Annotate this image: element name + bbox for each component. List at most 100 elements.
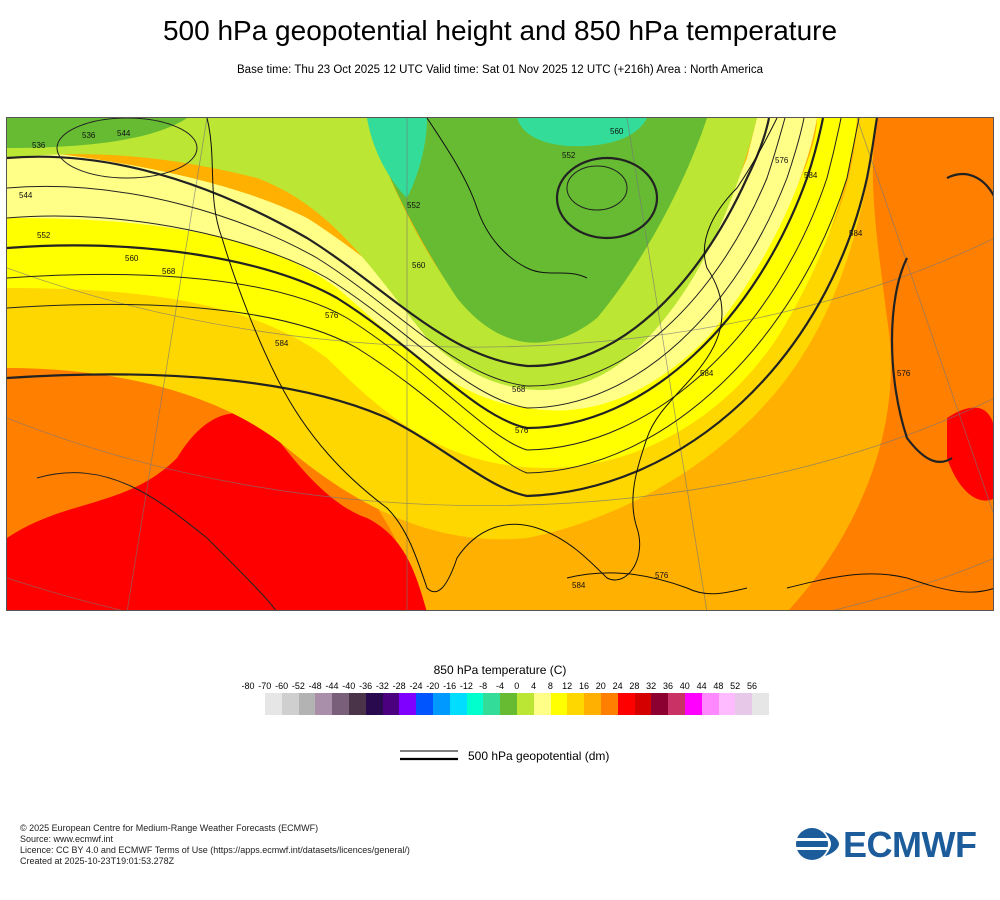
credits-block: © 2025 European Centre for Medium-Range …	[20, 823, 410, 867]
colorbar-tick-label: 56	[746, 681, 758, 691]
temperature-field-teal-north	[517, 118, 647, 147]
colorbar-swatch	[298, 693, 316, 715]
contour-line-sample	[400, 750, 458, 761]
colorbar-tick-label: -40	[342, 681, 356, 691]
contour-label: 552	[562, 151, 576, 160]
colorbar-tick-label: 24	[612, 681, 623, 691]
source-line: Source: www.ecmwf.int	[20, 834, 114, 844]
ecmwf-logo-mark-icon	[795, 828, 841, 860]
contour-label: 544	[117, 129, 131, 138]
contour-label: 576	[655, 571, 669, 580]
colorbar-tick-labels: -80 -70 -60 -52 -48 -44 -40 -36 -32 -28 -24 -20 -16-…	[0, 0, 1000, 691]
copyright-line: © 2025 European Centre for Medium-Range …	[20, 823, 319, 833]
colorbar-tick-label: 48	[713, 681, 724, 691]
colorbar-swatch	[668, 693, 685, 715]
colorbar-tick-label: -80	[241, 681, 255, 691]
colorbar-swatch	[365, 693, 383, 715]
contour-label: 576	[325, 311, 339, 320]
colorbar-swatch	[735, 693, 753, 715]
contour-label: 584	[804, 171, 818, 180]
colorbar-tick-label: -60	[275, 681, 289, 691]
colorbar-tick-label: -12	[459, 681, 473, 691]
colorbar-tick-label: -44	[325, 681, 339, 691]
temperature-field-red-southwest	[7, 413, 427, 610]
colorbar-tick-label: -48	[308, 681, 322, 691]
colorbar-tick-label: -70	[258, 681, 272, 691]
colorbar-swatch	[634, 693, 652, 715]
colorbar-swatch	[348, 693, 366, 715]
colorbar-swatch	[567, 693, 585, 715]
colorbar-tick-label: 4	[531, 681, 537, 691]
colorbar-tick-label: -52	[291, 681, 305, 691]
contour-label: 568	[162, 267, 176, 276]
colorbar-swatch	[651, 693, 669, 715]
colorbar-swatch	[466, 693, 484, 715]
geopotential-contours	[7, 118, 993, 610]
contour-label: 552	[37, 231, 51, 240]
colorbar-swatch	[600, 693, 618, 715]
temperature-field-light-green	[7, 118, 757, 391]
colorbar-tick-label: 44	[696, 681, 707, 691]
colorbar-swatch	[416, 693, 433, 715]
colorbar-tick-label: -24	[409, 681, 423, 691]
contour-label: 576	[775, 156, 789, 165]
colorbar-swatch	[550, 693, 568, 715]
colorbar-tick-label: 0	[514, 681, 520, 691]
colorbar-swatch	[500, 693, 517, 715]
colorbar-swatch	[382, 693, 400, 715]
contour-label: 584	[700, 369, 714, 378]
contour-label: 576	[897, 369, 911, 378]
map-svg: 536 544 552 560 568 576 584 552 560 568 …	[7, 118, 993, 610]
contour-label: 560	[125, 254, 139, 263]
colorbar-swatch	[684, 693, 702, 715]
contour-label: 560	[412, 261, 426, 270]
ecmwf-logo-text: ECMWF	[843, 824, 977, 865]
contour-label: 552	[407, 201, 421, 210]
temperature-legend-title: 850 hPa temperature (C)	[433, 663, 567, 677]
contour-label: 560	[610, 127, 624, 136]
ecmwf-logo: ECMWF	[795, 824, 985, 866]
colorbar-tick-label: -4	[495, 681, 505, 691]
contour-label: 544	[19, 191, 33, 200]
colorbar-swatch	[332, 693, 349, 715]
chart-subtitle: Base time: Thu 23 Oct 2025 12 UTC Valid …	[237, 64, 763, 76]
colorbar-tick-label: -28	[392, 681, 406, 691]
temperature-field-dark-orange-east	[788, 118, 993, 610]
contour-label: 568	[512, 385, 526, 394]
contour-label: 584	[275, 339, 289, 348]
colorbar-swatch	[449, 693, 467, 715]
contour-label: 536	[82, 131, 96, 140]
colorbar-swatch	[752, 693, 769, 715]
colorbar-swatch	[399, 693, 417, 715]
coastlines	[206, 118, 993, 595]
contour-label: 576	[515, 426, 529, 435]
colorbar-tick-label: -20	[426, 681, 440, 691]
colorbar-swatch	[281, 693, 299, 715]
created-line: Created at 2025-10-23T19:01:53.278Z	[20, 856, 175, 866]
colorbar-tick-label: 12	[562, 681, 573, 691]
colorbar-tick-label: 28	[629, 681, 640, 691]
colorbar-tick-label: 16	[578, 681, 590, 691]
forecast-map[interactable]: 536 544 552 560 568 576 584 552 560 568 …	[6, 117, 994, 611]
colorbar-swatch	[483, 693, 501, 715]
contour-label: 536	[32, 141, 46, 150]
colorbar-tick-label: -32	[375, 681, 389, 691]
temperature-field-green-northwest	[7, 118, 187, 148]
colorbar-swatch	[265, 693, 282, 715]
colorbar-swatch	[432, 693, 450, 715]
contour-label: 584	[849, 229, 863, 238]
colorbar-tick-label: 52	[730, 681, 741, 691]
colorbar-tick-label: 40	[679, 681, 690, 691]
colorbar-swatch	[584, 693, 601, 715]
colorbar-swatch	[315, 693, 333, 715]
colorbar-swatch	[533, 693, 551, 715]
chart-title: 500 hPa geopotential height and 850 hPa …	[162, 15, 838, 46]
colorbar-tick-label: 8	[547, 681, 553, 691]
colorbar-swatch	[718, 693, 736, 715]
contour-legend-label: 500 hPa geopotential (dm)	[468, 749, 610, 763]
licence-line: Licence: CC BY 4.0 and ECMWF Terms of Us…	[20, 845, 410, 855]
temperature-field-green-trough	[367, 118, 707, 343]
colorbar-swatch	[516, 693, 534, 715]
colorbar-tick-label: -8	[479, 681, 488, 691]
graticule	[7, 118, 993, 610]
